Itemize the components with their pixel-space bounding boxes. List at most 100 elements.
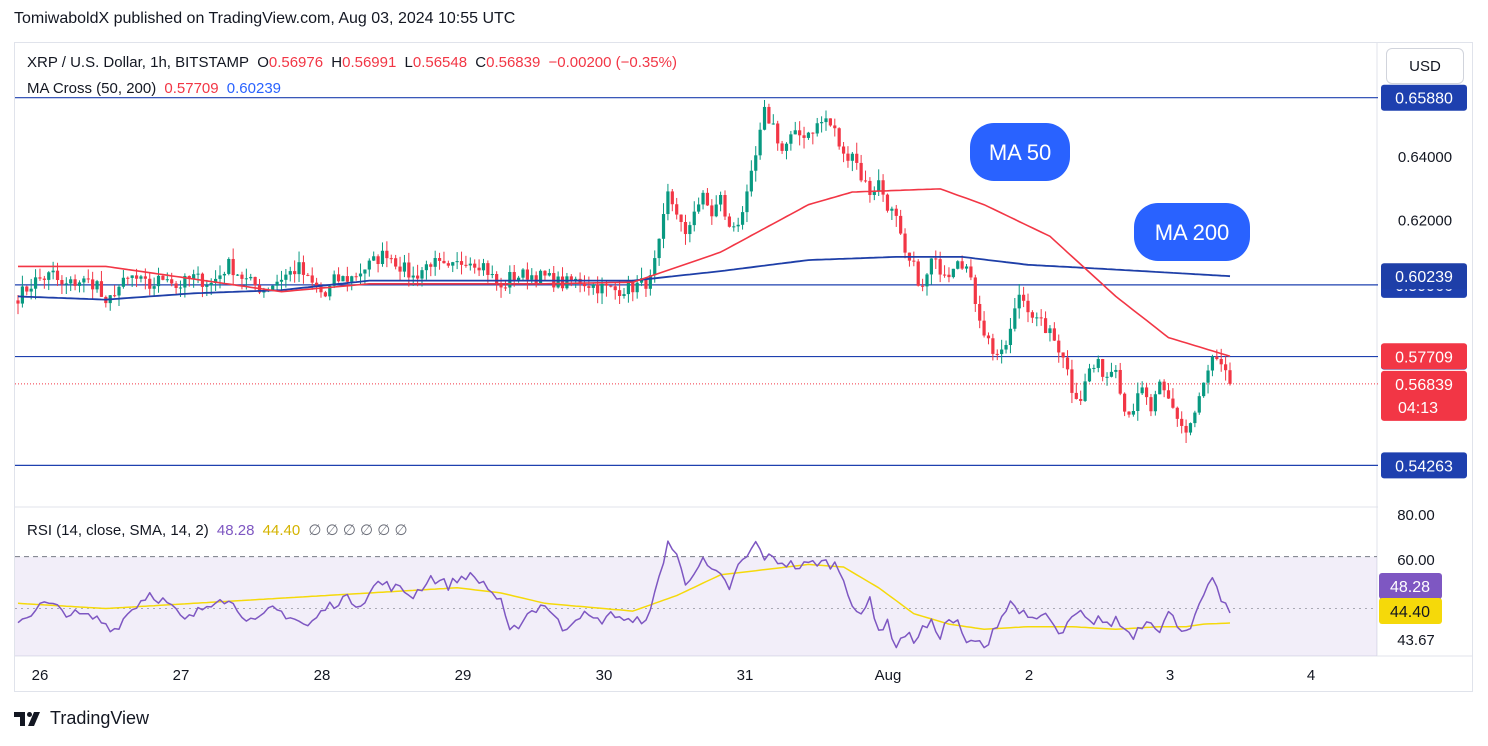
candle-body <box>859 162 863 181</box>
candle-body <box>301 262 306 275</box>
candle-body <box>1136 393 1140 411</box>
candle-body <box>20 286 24 304</box>
candle-body <box>1092 367 1096 369</box>
candle-body <box>455 261 459 263</box>
currency-button[interactable]: USD <box>1386 48 1464 84</box>
candle-body <box>964 266 969 269</box>
candle-body <box>670 191 674 205</box>
candle-body <box>631 281 635 293</box>
candle-body <box>675 204 679 215</box>
candle-body <box>951 268 955 278</box>
candle-body <box>1188 423 1193 433</box>
candle-body <box>1131 410 1135 415</box>
candle-body <box>174 283 178 288</box>
candle-body <box>626 281 630 295</box>
candle-body <box>192 274 196 280</box>
candle-body <box>1004 345 1008 350</box>
candle-body <box>1087 368 1092 382</box>
rsi-legend[interactable]: RSI (14, close, SMA, 14, 2) 48.28 44.40 … <box>27 521 412 539</box>
tradingview-logo[interactable]: TradingView <box>14 708 149 729</box>
ma-legend[interactable]: MA Cross (50, 200) 0.57709 0.60239 <box>27 80 285 97</box>
candle-body <box>543 270 547 276</box>
candle-body <box>121 277 125 287</box>
candle-body <box>538 270 543 283</box>
candle-body <box>697 204 701 212</box>
candle-body <box>820 122 824 124</box>
candle-body <box>398 266 402 272</box>
candle-body <box>42 278 46 280</box>
price-tag-label: 0.56839 <box>1395 377 1453 394</box>
candle-body <box>187 275 191 280</box>
candle-body <box>609 285 613 287</box>
close-value: 0.56839 <box>486 54 541 71</box>
candle-body <box>424 264 428 271</box>
ma50-annotation: MA 50 <box>970 123 1070 181</box>
ma50-legend-value: 0.57709 <box>164 80 219 97</box>
candle-body <box>824 118 828 123</box>
candle-body <box>736 224 740 227</box>
candle-body <box>1061 352 1065 358</box>
candle-body <box>828 118 832 126</box>
candle-body <box>156 275 161 287</box>
candle-body <box>389 258 393 260</box>
axis-layer: 0.64000 0.62000 26 27 28 29 30 31 Aug 2 3 4 80.00 60.… <box>32 149 1452 684</box>
candle-body <box>1153 394 1157 412</box>
candle-body <box>1079 398 1083 401</box>
candle-body <box>894 208 898 216</box>
candle-body <box>560 276 565 289</box>
symbol-legend: XRP / U.S. Dollar, 1h, BITSTAMP O0.56976… <box>27 54 681 71</box>
candle-body <box>73 279 77 286</box>
candle-body <box>565 276 569 289</box>
rsi-line <box>17 540 1231 649</box>
candle-body <box>1096 359 1100 368</box>
candle-body <box>1224 364 1228 371</box>
candle-body <box>1083 381 1087 401</box>
candle-body <box>91 279 95 290</box>
candle-body <box>727 216 731 227</box>
candle-body <box>315 282 319 287</box>
candle-body <box>618 290 622 296</box>
horizontal-lines-layer <box>15 97 1378 466</box>
candle-body <box>38 277 42 279</box>
candle-body <box>262 291 266 293</box>
candle-body <box>929 258 933 275</box>
candle-body <box>683 222 688 235</box>
candle-body <box>534 275 538 283</box>
high-label: H <box>331 54 343 71</box>
candle-body <box>1149 397 1153 412</box>
rsi-axis-label: 60.00 <box>1397 552 1435 569</box>
chart-frame <box>14 42 1473 692</box>
candle-body <box>978 304 982 321</box>
price-tag-ma200 <box>1381 263 1467 290</box>
candle-body <box>1048 328 1052 334</box>
candle-body <box>284 274 288 280</box>
candle-body <box>205 285 209 287</box>
candle-body <box>1008 328 1013 346</box>
rsi-sma-line <box>17 563 1231 631</box>
candle-body <box>872 191 876 195</box>
candle-body <box>1228 370 1232 384</box>
candle-body <box>1162 381 1166 391</box>
candle-body <box>604 283 609 286</box>
price-tags-layer: 0.658800.599660.577000.542630.602390.577… <box>1379 84 1467 624</box>
candle-body <box>178 287 183 289</box>
candle-body <box>1070 369 1074 393</box>
candle-body <box>437 258 442 261</box>
rsi-label: RSI (14, close, SMA, 14, 2) <box>27 522 209 539</box>
candle-body <box>468 263 472 266</box>
candle-body <box>653 258 657 276</box>
candle-body <box>745 191 749 213</box>
candle-body <box>644 278 648 289</box>
bar-countdown-label: 04:13 <box>1398 400 1438 417</box>
time-tick-label: 4 <box>1307 667 1315 684</box>
candle-body <box>841 146 846 154</box>
rsi-sma-legend-value: 44.40 <box>262 522 301 539</box>
candle-body <box>1166 390 1171 399</box>
candle-body <box>569 276 573 282</box>
candles-layer <box>16 99 1232 443</box>
grid-layer <box>15 43 1472 657</box>
candle-body <box>51 270 55 273</box>
horizontal-line-tag-label: 0.65880 <box>1395 91 1453 108</box>
tradingview-logo-icon <box>14 711 40 726</box>
